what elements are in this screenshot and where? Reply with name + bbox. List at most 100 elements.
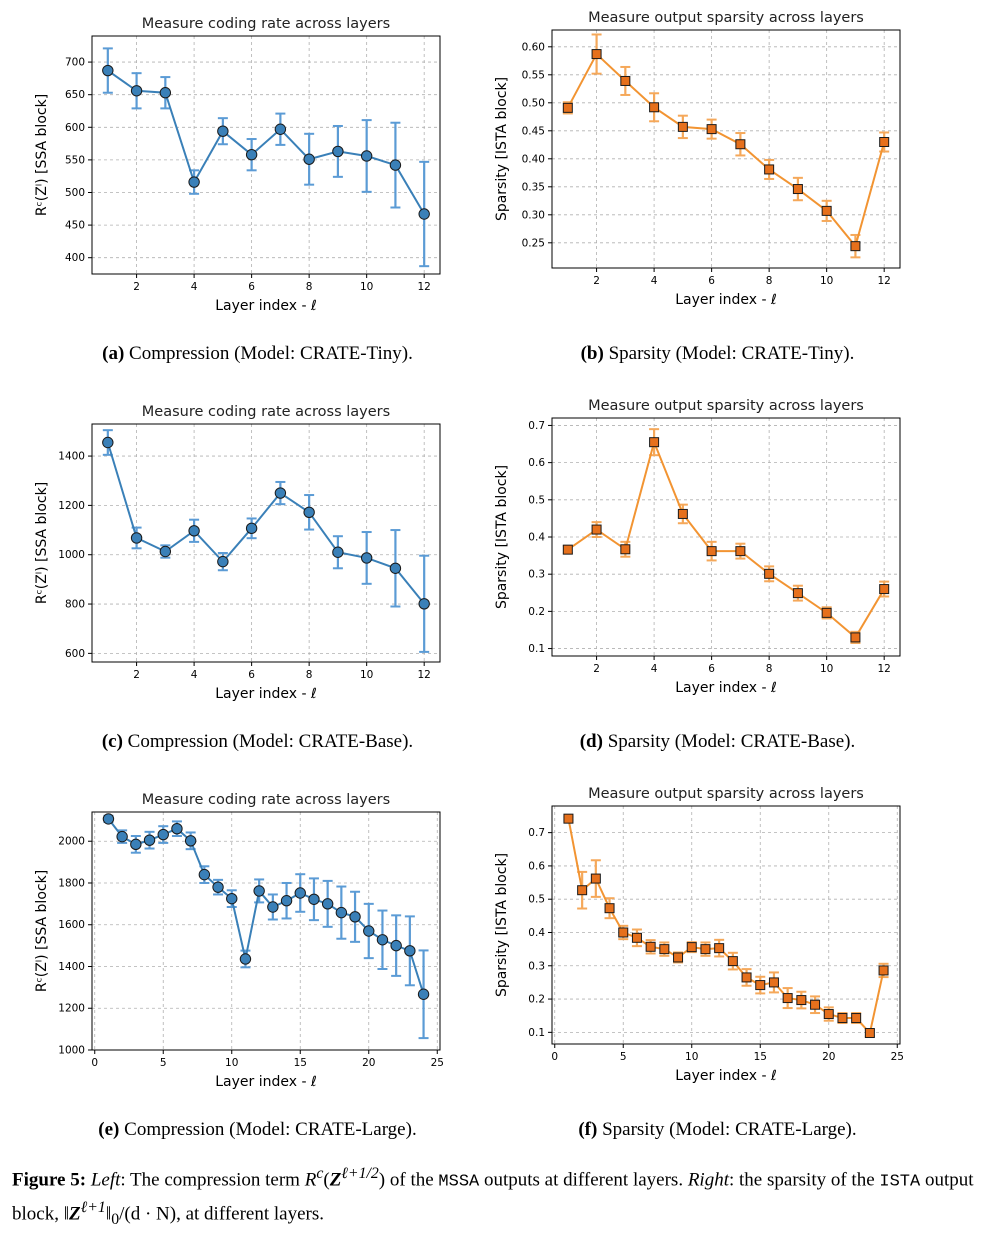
plot-frame [91,423,441,663]
chart-title: Measure coding rate across layers [142,404,390,420]
y-tick-label: 0.3 [528,960,545,972]
x-tick-label: 5 [620,1051,627,1063]
markers [562,49,890,252]
x-tick-label: 10 [360,281,373,293]
chart-panel-sparsity-large: Measure output sparsity across layers 0 5 1… [490,778,910,1088]
data-point [782,993,793,1004]
data-point [217,125,229,137]
y-tick-label: 0.2 [528,994,545,1006]
y-tick-label: 0.30 [522,209,545,221]
data-point [376,934,389,946]
y-tick-label: 0.1 [528,1027,545,1039]
chart-panel-sparsity-base: Measure output sparsity across layers 2 4 6… [490,390,910,700]
chart-title: Measure coding rate across layers [142,792,390,808]
y-tick-label: 0.45 [522,125,545,137]
x-tick-label: 12 [877,275,890,287]
data-point [308,893,320,905]
data-point [390,939,402,952]
x-tick-label: 8 [766,275,773,287]
x-tick-label: 4 [191,669,198,681]
figure-caption: Figure 5: Left: The compression term Rc(… [12,1165,974,1229]
data-point [591,524,602,535]
y-tick-label: 700 [65,57,85,69]
data-point [741,972,752,983]
grid [552,806,900,1044]
x-tick-label: 20 [362,1057,375,1069]
series-line [567,818,885,1036]
x-tick-label: 2 [593,663,600,675]
data-point [563,813,574,824]
data-point [631,932,642,943]
x-tick-label: 6 [248,669,255,681]
markers [102,813,430,1000]
y-tick-label: 0.4 [528,532,545,544]
y-tick-label: 1000 [58,1045,85,1057]
y-tick-label: 450 [65,220,85,232]
data-point [562,102,573,113]
x-tick-label: 15 [294,1057,307,1069]
data-point [157,828,169,841]
data-point [130,85,143,97]
data-point [700,944,711,955]
data-point [321,898,334,910]
chart-title: Measure output sparsity across layers [588,786,864,802]
error-bars [103,814,429,1040]
y-tick-label: 400 [65,252,85,264]
data-point [267,901,279,913]
data-point [649,102,660,113]
data-point [727,956,738,967]
chart-title: Measure coding rate across layers [142,16,390,32]
data-point [850,632,861,643]
plot-frame [551,805,901,1045]
y-axis-label: Rᶜ(Zˡ) [SSA block] [34,870,50,992]
data-point [198,868,211,881]
grid [92,36,440,274]
data-point [418,208,430,220]
data-point [851,1013,862,1024]
chart-panel-compression-large: Measure coding rate across layers 0 5 10 15 2… [30,784,450,1094]
y-axis-label: Sparsity [ISTA block] [494,853,510,997]
error-bars [562,428,890,644]
series-line [567,439,886,639]
data-point [591,49,602,60]
data-point [143,834,156,846]
x-axis-label: Layer index - ℓ [215,1074,317,1090]
y-tick-label: 1400 [58,961,85,973]
data-point [280,895,293,907]
data-point [673,952,684,963]
chart-panel-sparsity-tiny: Measure output sparsity across layers 2 4 6… [490,2,910,312]
data-point [850,241,861,252]
plot-frame [551,29,901,269]
y-tick-label: 0.6 [528,457,545,469]
y-tick-label: 0.5 [528,494,545,506]
data-point [837,1013,848,1024]
plot-frame [91,811,441,1051]
data-point [878,965,889,976]
data-point [810,999,821,1010]
x-tick-label: 2 [133,281,140,293]
x-tick-label: 12 [417,281,430,293]
data-point [363,925,375,937]
y-tick-label: 800 [65,599,85,611]
data-point [755,980,766,991]
x-tick-label: 12 [417,669,430,681]
data-point [864,1028,875,1039]
error-bars [563,815,889,1038]
chart-title: Measure output sparsity across layers [588,10,864,26]
y-tick-label: 0.50 [522,97,545,109]
data-point [714,943,725,954]
data-point [879,584,890,595]
x-axis-label: Layer index - ℓ [215,686,317,702]
data-point [659,944,670,955]
x-tick-label: 5 [160,1057,167,1069]
data-point [303,506,315,518]
data-point [188,176,200,188]
data-point [823,1009,834,1020]
data-point [879,137,890,147]
data-point [349,911,361,923]
y-tick-label: 0.4 [528,927,545,939]
data-point [184,835,197,847]
data-point [226,892,238,905]
x-tick-label: 6 [708,663,715,675]
grid [92,424,440,662]
